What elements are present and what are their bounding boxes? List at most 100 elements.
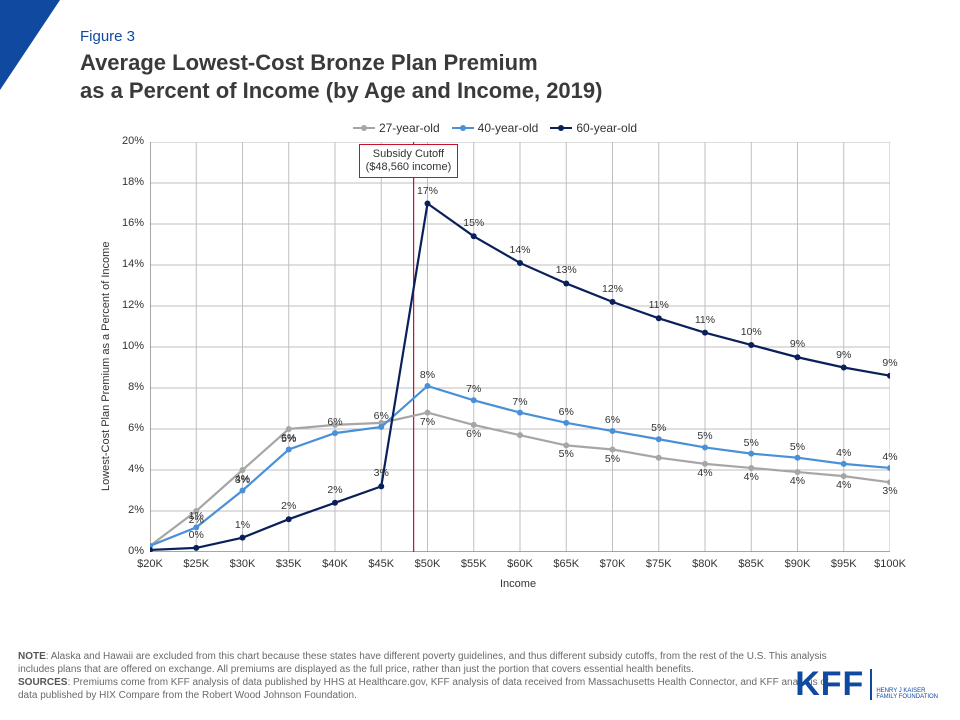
data-label: 5%	[559, 448, 574, 460]
data-marker	[795, 354, 801, 360]
data-label: 2%	[327, 484, 342, 496]
x-tick-label: $35K	[269, 558, 309, 570]
data-marker	[610, 299, 616, 305]
data-label: 4%	[836, 479, 851, 491]
x-tick-label: $85K	[731, 558, 771, 570]
data-label: 6%	[374, 410, 389, 422]
x-tick-label: $70K	[593, 558, 633, 570]
data-label: 12%	[602, 283, 623, 295]
data-marker	[702, 444, 708, 450]
y-tick-label: 18%	[114, 176, 144, 188]
legend: 27-year-old 40-year-old 60-year-old	[80, 118, 910, 135]
legend-swatch	[550, 127, 572, 129]
y-tick-label: 4%	[114, 463, 144, 475]
data-label: 5%	[790, 441, 805, 453]
sources-text: : Premiums come from KFF analysis of dat…	[18, 677, 829, 701]
data-marker	[378, 483, 384, 489]
subsidy-cutoff-box: Subsidy Cutoff($48,560 income)	[359, 144, 459, 178]
data-marker	[332, 430, 338, 436]
x-tick-label: $30K	[223, 558, 263, 570]
data-label: 0%	[189, 529, 204, 541]
x-tick-label: $60K	[500, 558, 540, 570]
data-marker	[286, 447, 292, 453]
y-tick-label: 20%	[114, 135, 144, 147]
legend-item: 40-year-old	[452, 121, 539, 135]
data-label: 5%	[697, 430, 712, 442]
data-marker	[517, 432, 523, 438]
data-label: 7%	[466, 383, 481, 395]
data-label: 9%	[790, 338, 805, 350]
data-marker	[795, 455, 801, 461]
data-label: 6%	[559, 406, 574, 418]
x-axis-label: Income	[500, 578, 536, 590]
chart-area: 27-year-old 40-year-old 60-year-old 0% 2% 4%…	[80, 114, 910, 604]
data-marker	[517, 410, 523, 416]
data-label: 6%	[605, 414, 620, 426]
data-marker	[656, 455, 662, 461]
data-marker	[656, 315, 662, 321]
data-label: 4%	[744, 471, 759, 483]
y-tick-label: 0%	[114, 545, 144, 557]
data-label: 11%	[695, 314, 715, 326]
legend-swatch	[353, 127, 375, 129]
x-tick-label: $50K	[408, 558, 448, 570]
data-marker	[150, 547, 153, 552]
note-label: NOTE	[18, 651, 46, 662]
data-marker	[563, 280, 569, 286]
plot-area: 0%2%4%6%8%10%12%14%16%18%20%$20K$25K$30K…	[150, 142, 890, 552]
legend-item: 60-year-old	[550, 121, 637, 135]
x-tick-label: $40K	[315, 558, 355, 570]
data-label: 2%	[281, 500, 296, 512]
x-tick-label: $25K	[176, 558, 216, 570]
data-label: 13%	[556, 264, 577, 276]
logo-subtext: HENRY J KAISERFAMILY FOUNDATION	[872, 688, 938, 700]
chart-title: Average Lowest-Cost Bronze Plan Premium …	[80, 49, 920, 104]
data-marker	[378, 424, 384, 430]
data-marker	[240, 488, 246, 494]
figure-label: Figure 3	[80, 28, 920, 45]
data-marker	[471, 397, 477, 403]
data-label: 7%	[512, 396, 527, 408]
data-label: 4%	[836, 447, 851, 459]
y-tick-label: 8%	[114, 381, 144, 393]
data-marker	[656, 436, 662, 442]
data-marker	[563, 420, 569, 426]
data-marker	[193, 545, 199, 551]
data-marker	[425, 383, 431, 389]
y-tick-label: 2%	[114, 504, 144, 516]
data-label: 5%	[744, 437, 759, 449]
x-tick-label: $65K	[546, 558, 586, 570]
data-label: 11%	[649, 299, 669, 311]
legend-label: 40-year-old	[478, 121, 539, 135]
data-label: 9%	[836, 349, 851, 361]
data-marker	[610, 428, 616, 434]
data-marker	[286, 516, 292, 522]
data-marker	[702, 330, 708, 336]
legend-item: 27-year-old	[353, 121, 440, 135]
x-tick-label: $55K	[454, 558, 494, 570]
y-tick-label: 6%	[114, 422, 144, 434]
data-label: 14%	[509, 244, 530, 256]
data-marker	[332, 500, 338, 506]
x-tick-label: $80K	[685, 558, 725, 570]
data-label: 15%	[463, 217, 484, 229]
sources-label: SOURCES	[18, 677, 67, 688]
data-label: 8%	[420, 369, 435, 381]
data-label: 5%	[281, 433, 296, 445]
kff-logo: KFFHENRY J KAISERFAMILY FOUNDATION	[795, 669, 938, 700]
data-marker	[517, 260, 523, 266]
data-label: 1%	[235, 519, 250, 531]
y-tick-label: 16%	[114, 217, 144, 229]
page-container: Figure 3 Average Lowest-Cost Bronze Plan…	[0, 0, 960, 720]
data-label: 17%	[417, 185, 438, 197]
footer-notes: NOTE: Alaska and Hawaii are excluded fro…	[18, 650, 840, 702]
data-label: 5%	[651, 422, 666, 434]
title-line1: Average Lowest-Cost Bronze Plan Premium	[80, 50, 538, 75]
y-tick-label: 10%	[114, 340, 144, 352]
data-marker	[748, 342, 754, 348]
data-label: 3%	[374, 467, 389, 479]
data-label: 10%	[741, 326, 762, 338]
x-tick-label: $90K	[778, 558, 818, 570]
data-label: 4%	[697, 467, 712, 479]
x-tick-label: $45K	[361, 558, 401, 570]
